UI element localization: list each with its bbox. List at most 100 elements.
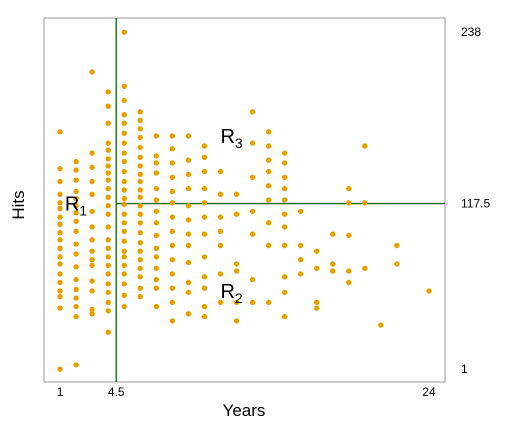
- data-point: [169, 200, 175, 206]
- y-tick-label: 1: [461, 362, 468, 376]
- data-point: [137, 194, 143, 200]
- data-point: [137, 265, 143, 271]
- data-point: [201, 274, 208, 280]
- data-point: [121, 97, 127, 104]
- data-point: [137, 240, 143, 246]
- data-point: [73, 218, 79, 224]
- data-point: [121, 262, 127, 269]
- data-point: [201, 231, 208, 237]
- data-point: [233, 318, 240, 324]
- data-point: [249, 109, 256, 115]
- data-point: [73, 167, 79, 173]
- data-point: [362, 265, 368, 271]
- data-point: [89, 178, 95, 185]
- data-point: [185, 185, 192, 192]
- data-point: [89, 150, 95, 156]
- data-point: [346, 279, 352, 286]
- data-point: [281, 242, 288, 249]
- data-point: [121, 281, 127, 287]
- data-point: [153, 197, 159, 203]
- data-point: [281, 289, 288, 296]
- data-point: [121, 238, 127, 244]
- data-point: [121, 187, 127, 193]
- data-point: [217, 191, 224, 197]
- data-point: [185, 171, 192, 178]
- data-point: [73, 210, 79, 216]
- data-point: [57, 245, 63, 251]
- data-point: [297, 208, 304, 215]
- data-point: [153, 133, 159, 139]
- data-point: [153, 285, 159, 291]
- data-point: [137, 117, 143, 124]
- data-point: [137, 154, 143, 160]
- data-point: [185, 157, 192, 163]
- data-point: [169, 299, 175, 306]
- data-point: [89, 278, 95, 284]
- data-point: [281, 313, 288, 320]
- data-point: [201, 254, 208, 260]
- data-point: [137, 134, 143, 141]
- data-point: [201, 154, 208, 160]
- data-point: [265, 299, 272, 306]
- data-point: [153, 185, 159, 192]
- region-label-r1: R1: [65, 194, 87, 219]
- data-point: [121, 254, 127, 260]
- data-point: [73, 362, 79, 368]
- data-point: [57, 305, 63, 311]
- data-point: [169, 188, 175, 195]
- data-point: [185, 289, 192, 296]
- data-point: [281, 174, 288, 180]
- data-point: [137, 171, 143, 178]
- data-point: [201, 168, 208, 175]
- data-point: [169, 214, 175, 220]
- data-point: [249, 231, 256, 237]
- data-point: [57, 205, 63, 212]
- data-point: [281, 224, 288, 230]
- y-tick-labels: 238 117.5 1: [461, 25, 490, 376]
- data-point: [297, 257, 304, 263]
- data-point: [121, 158, 127, 165]
- data-point: [57, 191, 63, 197]
- data-point: [314, 299, 320, 306]
- data-point: [105, 329, 111, 335]
- data-point: [89, 191, 95, 197]
- data-point: [265, 183, 272, 189]
- y-tick-label: 238: [461, 25, 481, 39]
- data-point: [105, 120, 111, 126]
- data-point: [378, 322, 384, 328]
- data-point: [281, 160, 288, 166]
- region-label-r3: R3: [220, 126, 242, 151]
- data-point: [169, 146, 175, 152]
- data-point: [297, 271, 304, 277]
- data-point: [137, 294, 143, 300]
- data-point: [73, 251, 79, 257]
- data-point: [314, 305, 320, 311]
- data-point: [233, 191, 240, 197]
- data-point: [105, 281, 111, 287]
- data-point: [169, 160, 175, 166]
- data-point: [89, 306, 95, 313]
- data-point: [249, 140, 256, 146]
- data-point: [249, 208, 256, 215]
- data-point: [73, 313, 79, 320]
- data-point: [121, 29, 127, 35]
- data-point: [346, 232, 352, 239]
- data-point: [217, 299, 224, 306]
- data-point: [105, 163, 111, 169]
- y-axis-label: Hits: [9, 190, 28, 219]
- x-tick-labels: 1 4.5 24: [57, 385, 436, 399]
- data-point: [153, 208, 159, 215]
- data-point: [57, 254, 63, 260]
- data-point: [330, 231, 336, 237]
- data-point: [105, 103, 111, 109]
- data-point: [121, 201, 127, 207]
- data-point: [281, 150, 288, 156]
- data-point: [121, 228, 127, 234]
- data-point: [73, 228, 79, 234]
- data-point: [185, 203, 192, 209]
- region-label-r2: R2: [220, 281, 242, 306]
- data-point: [281, 185, 288, 192]
- data-point: [265, 168, 272, 175]
- data-point: [57, 221, 63, 227]
